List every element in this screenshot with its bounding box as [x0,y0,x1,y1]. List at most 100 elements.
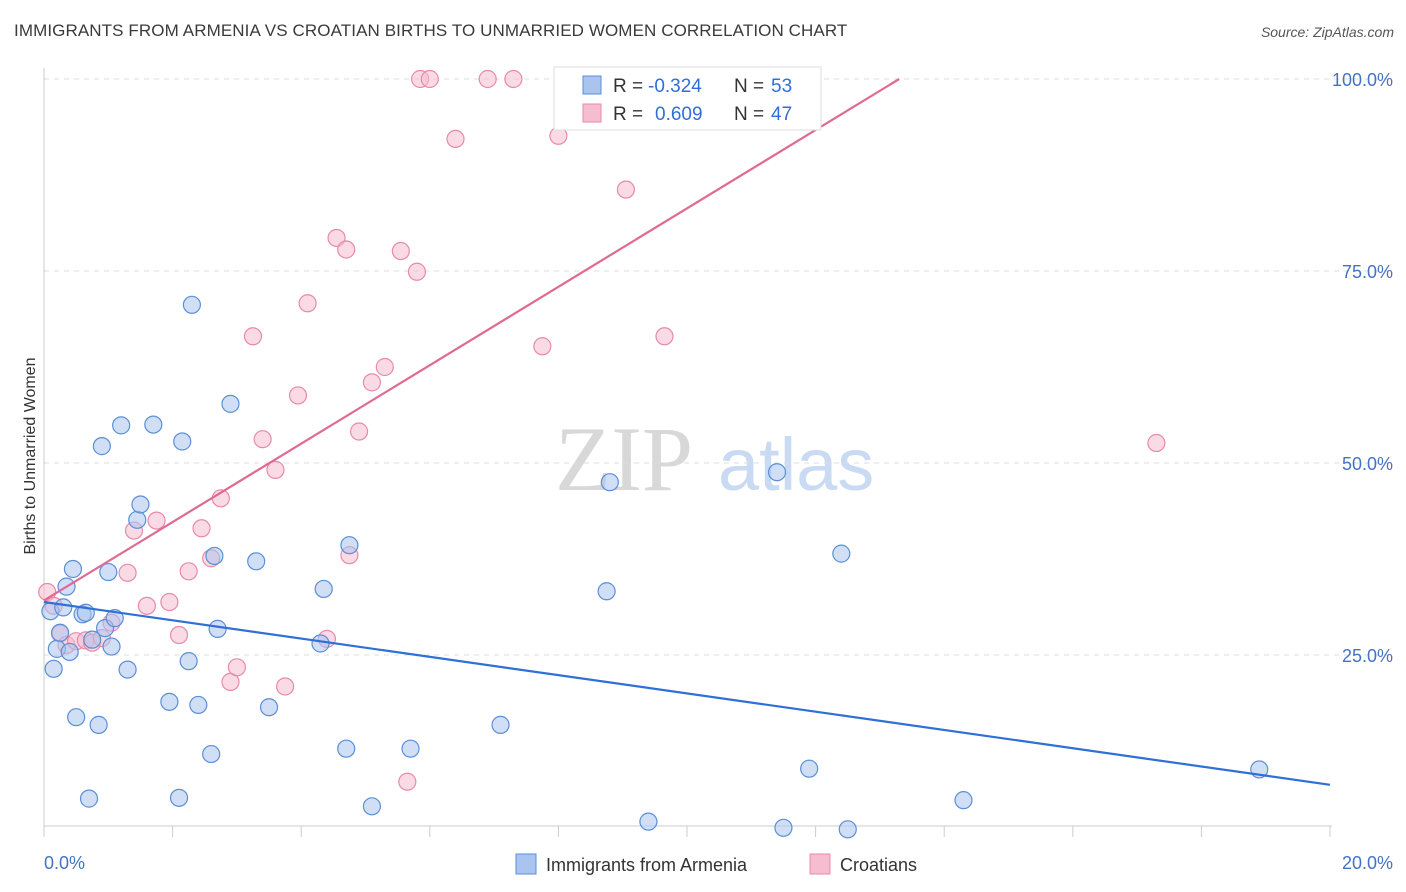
x-tick-label-min: 0.0% [44,853,85,873]
armenia-point [160,692,179,711]
croatia-point [504,69,523,89]
armenia-point [92,437,111,456]
x-ticks [43,826,1331,837]
watermark-zip: ZIP [555,408,693,510]
armenia-point [311,634,330,653]
croatia-point [266,460,285,480]
armenia-point [340,536,359,555]
croatia-point [179,562,198,581]
croatia-point [533,337,552,356]
croatia-point [362,373,382,392]
armenia-point [401,739,420,758]
croatia-point [276,677,295,696]
armenia-point [259,698,279,717]
croatia-point [137,596,156,615]
croatia-point [375,357,394,377]
armenia-point [60,642,79,662]
armenia-point [179,652,198,671]
x-tick-label-max: 20.0% [1342,853,1393,873]
grid [44,78,1394,656]
armenia-point [182,295,201,314]
y-tick-labels: 25.0% 50.0% 75.0% 100.0% [1332,70,1393,666]
armenia-point [102,637,121,656]
armenia-point [838,820,857,839]
y-axis-label: Births to Unmarried Women [22,357,39,554]
chart-title: IMMIGRANTS FROM ARMENIA VS CROATIAN BIRT… [14,21,848,40]
legend-croatia-r-label: R = [613,104,643,125]
armenia-point [205,546,224,566]
armenia-point [131,495,150,514]
croatia-point [243,327,263,346]
y-tick-label: 25.0% [1342,646,1393,666]
armenia-point [189,695,208,715]
y-tick-label: 75.0% [1342,262,1393,282]
armenia-point [50,623,70,642]
armenia-point [362,797,382,816]
armenia-point [597,582,616,601]
armenia-point [112,416,131,435]
armenia-point [491,715,510,734]
y-tick-label: 100.0% [1332,70,1393,90]
legend-armenia-r-label: R = [613,76,643,97]
croatia-point [288,386,308,405]
croatia-point [160,592,179,612]
trendlines [43,78,1331,786]
armenia-point [44,659,63,678]
armenia-point [337,739,356,758]
croatia-point [298,294,317,313]
bottom-legend-croatia: Croatians [840,855,917,875]
armenia-point [89,715,108,734]
croatia-point [478,69,497,89]
croatia-point [391,241,410,261]
croatia-point [655,327,674,346]
legend-swatch-armenia [582,75,602,95]
armenia-point [67,708,86,727]
armenia-point [767,463,787,482]
legend-croatia-r-value: 0.609 [655,104,703,125]
armenia-point [99,562,118,582]
legend-croatia-n-value: 47 [771,104,792,125]
axes [43,68,1332,827]
armenia-point [173,432,192,451]
bottom-legend-armenia: Immigrants from Armenia [546,855,748,875]
armenia-point [144,415,163,434]
croatia-point [227,658,246,677]
armenia-point [800,759,819,778]
armenia-point [63,559,83,579]
watermark-atlas: atlas [718,423,874,506]
legend-croatia-n-label: N = [734,104,764,125]
bottom-legend-swatch-armenia [515,853,537,875]
croatia-point [192,519,211,538]
armenia-point [118,660,137,679]
armenia-point [105,609,124,628]
armenia-point [221,394,240,413]
armenia-point [600,473,619,492]
legend-swatch-croatia [582,103,602,123]
legend-armenia-r-value: -0.324 [648,76,702,97]
croatia-point [349,422,369,441]
y-tick-label: 50.0% [1342,454,1393,474]
armenia-point [202,744,221,764]
legend-box: R = -0.324 N = 53 R = 0.609 N = 47 [553,66,822,131]
croatia-point [147,511,166,530]
source-label: Source: ZipAtlas.com [1260,24,1394,40]
armenia-point [832,544,851,563]
armenia-point [79,789,99,808]
armenia-point [169,788,189,807]
bottom-legend-swatch-croatia [809,853,831,875]
croatia-point [118,563,137,582]
armenia-point [128,510,147,529]
armenia-point [54,598,73,617]
armenia-trendline [43,600,1331,786]
croatia-point [420,69,439,89]
armenia-points [41,295,1269,839]
armenia-point [774,818,793,837]
armenia-point [208,619,227,638]
armenia-point [83,630,102,649]
legend-armenia-n-label: N = [734,76,764,97]
croatia-point [1147,433,1166,453]
croatia-point [407,262,427,281]
croatia-point [253,430,272,449]
armenia-point [247,552,266,571]
